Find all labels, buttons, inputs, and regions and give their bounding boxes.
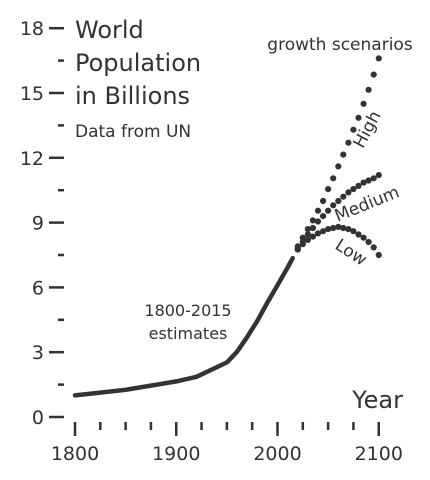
x-tick-label: 2000 <box>253 443 301 465</box>
data-point-high <box>309 217 316 224</box>
estimates-label-line-2: estimates <box>149 324 228 343</box>
data-point-high <box>304 226 311 233</box>
data-point-high <box>355 114 362 121</box>
medium-scenario-label: Medium <box>332 182 403 226</box>
data-point-high <box>360 100 367 107</box>
y-tick-label: 9 <box>32 213 44 235</box>
data-point-low <box>335 223 342 230</box>
data-point-medium <box>340 193 347 200</box>
title-block: World Population in Billions Data from U… <box>75 16 201 142</box>
data-point-low <box>294 246 301 253</box>
data-point-low <box>370 244 377 251</box>
data-point-high <box>350 126 357 133</box>
data-point-low <box>350 228 357 235</box>
data-point-medium <box>314 218 322 225</box>
data-point-low <box>325 226 332 233</box>
data-point-low <box>345 226 352 233</box>
data-point-high <box>320 197 327 205</box>
x-axis: 1800 1900 2000 2100 <box>51 422 403 465</box>
x-axis-title: Year <box>351 386 403 414</box>
y-axis: 0 3 6 9 12 15 18 <box>20 18 64 429</box>
data-point-low <box>330 224 337 232</box>
data-point-low <box>314 230 322 237</box>
chart-title-line-2: Population <box>75 49 201 77</box>
plot-area <box>72 55 382 398</box>
data-point-high <box>345 139 352 146</box>
y-tick-label: 15 <box>20 83 44 105</box>
data-point-high <box>335 163 342 170</box>
chart-title-line-3: in Billions <box>75 82 190 110</box>
chart-subtitle: Data from UN <box>75 122 191 142</box>
data-point-high <box>325 186 332 193</box>
chart-title-line-1: World <box>75 16 144 44</box>
data-point-medium <box>309 224 316 232</box>
y-tick-label: 3 <box>32 342 44 364</box>
data-point-high <box>365 86 372 93</box>
series-line-1800-2015-estimates <box>72 255 295 398</box>
data-point-medium <box>360 179 367 186</box>
data-point-high <box>330 175 337 182</box>
x-tick-label: 1900 <box>152 443 200 465</box>
data-point-medium <box>330 202 337 209</box>
data-point-high <box>375 55 382 62</box>
data-point-low <box>299 241 306 248</box>
data-point-low <box>355 231 362 238</box>
estimates-label-line-1: 1800-2015 <box>144 301 231 320</box>
data-point-medium <box>325 207 332 214</box>
x-tick-label: 2100 <box>355 443 403 465</box>
data-point-high <box>314 207 322 214</box>
data-point-low <box>365 238 372 246</box>
data-point-low <box>320 228 327 235</box>
y-tick-label: 0 <box>32 407 44 429</box>
data-point-medium <box>365 177 372 184</box>
scenarios-header: growth scenarios <box>267 35 413 55</box>
data-point-medium <box>375 172 382 179</box>
data-point-low <box>340 224 347 232</box>
y-tick-label: 6 <box>32 277 44 299</box>
data-point-medium <box>355 182 362 189</box>
x-tick-label: 1800 <box>51 443 99 465</box>
data-point-medium <box>335 197 342 205</box>
y-tick-label: 12 <box>20 148 44 170</box>
data-point-high <box>299 234 306 241</box>
data-point-low <box>360 234 367 241</box>
data-point-low <box>309 233 316 240</box>
y-tick-label: 18 <box>20 18 44 40</box>
data-point-high <box>370 71 377 78</box>
data-point-medium <box>304 231 311 238</box>
data-point-medium <box>350 186 357 193</box>
data-point-medium <box>370 175 377 182</box>
data-point-medium <box>320 213 327 220</box>
data-point-medium <box>345 189 352 196</box>
data-point-high <box>340 151 347 158</box>
data-point-low <box>375 251 382 259</box>
data-point-low <box>304 236 311 243</box>
